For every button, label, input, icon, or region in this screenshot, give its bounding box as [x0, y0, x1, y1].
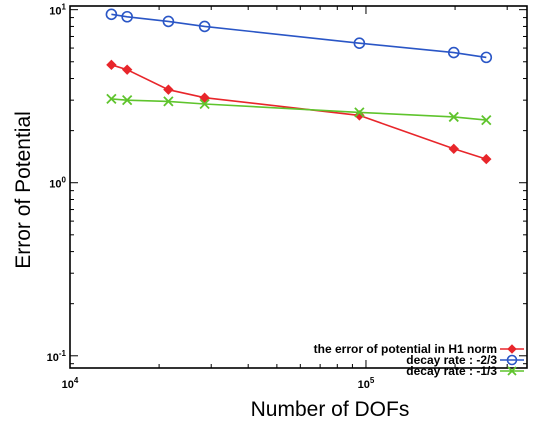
data-point	[448, 111, 459, 123]
series	[106, 93, 492, 126]
series	[105, 8, 493, 64]
data-point	[106, 59, 117, 71]
data-point	[480, 51, 493, 64]
series-line	[111, 64, 487, 160]
data-point-stroke	[481, 114, 492, 126]
data-point	[106, 93, 117, 105]
legend-item: the error of potential in H1 norm	[314, 342, 524, 356]
data-point-stroke	[507, 366, 517, 376]
data-point	[354, 107, 365, 118]
x-tick-label: 105	[358, 376, 375, 391]
legend-item: decay rate : -2/3	[406, 353, 524, 367]
data-point	[105, 8, 118, 21]
data-point-stroke	[448, 111, 459, 123]
series-layer	[105, 8, 493, 165]
data-point	[353, 37, 366, 50]
x-axis-label: Number of DOFs	[251, 398, 410, 421]
legend-item: decay rate : -1/3	[406, 364, 524, 378]
plot-frame	[69, 5, 528, 369]
x-tick-label: 104	[62, 376, 79, 391]
data-point	[448, 143, 459, 155]
series	[106, 59, 492, 165]
data-point	[162, 15, 175, 28]
legend-label: the error of potential in H1 norm	[314, 342, 497, 356]
data-point	[481, 114, 492, 126]
data-point	[121, 10, 133, 23]
y-tick-label: 101	[49, 3, 66, 18]
y-tick-label: 10-1	[47, 349, 67, 364]
series-line	[111, 13, 487, 59]
data-point	[121, 64, 133, 75]
data-point	[447, 46, 460, 59]
data-point	[198, 20, 211, 33]
data-point-stroke	[106, 93, 117, 105]
y-tick-label: 100	[49, 176, 66, 191]
axis-ticks: 104 105 101 100 10-1	[47, 3, 527, 391]
data-point-stroke	[199, 98, 210, 110]
data-point-stroke	[354, 107, 365, 118]
data-point	[199, 98, 210, 110]
data-point	[506, 354, 518, 366]
data-point-stroke	[163, 96, 174, 107]
plot-border	[69, 5, 528, 369]
legend-label: decay rate : -2/3	[406, 353, 497, 367]
data-point	[163, 84, 174, 95]
data-point	[122, 95, 133, 106]
data-point	[199, 92, 210, 103]
y-axis-label: Error of Potential	[12, 111, 35, 269]
data-point	[507, 366, 517, 376]
data-point	[481, 153, 492, 165]
data-point	[507, 344, 517, 354]
data-point-stroke	[122, 95, 133, 106]
legend-label: decay rate : -1/3	[406, 364, 497, 378]
data-point	[163, 96, 174, 107]
